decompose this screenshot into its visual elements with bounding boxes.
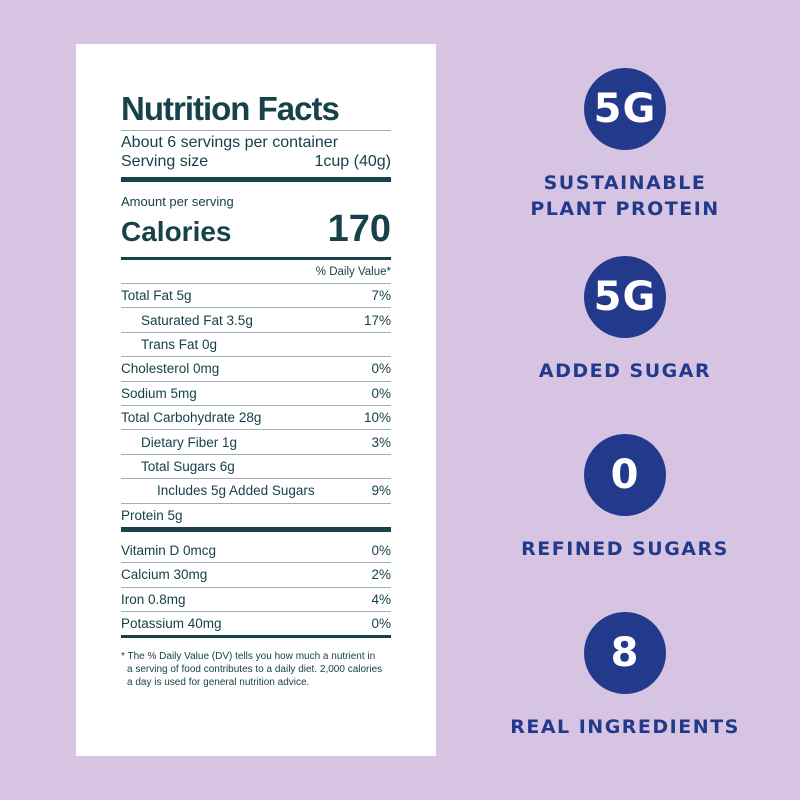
nutrient-label: Total Sugars 6g (141, 458, 235, 474)
footnote-line: a day is used for general nutrition advi… (127, 677, 310, 689)
badge-circle: 5G (584, 68, 666, 150)
badge-protein: 5G SUSTAINABLE PLANT PROTEIN (500, 68, 750, 222)
divider-thick (121, 526, 391, 532)
badge-label: REFINED SUGARS (500, 536, 750, 562)
badge-circle: 5G (584, 256, 666, 338)
vitamin-label: Vitamin D 0mcg (121, 542, 217, 558)
nutrient-label: Trans Fat 0g (141, 336, 218, 352)
nutrient-row: Saturated Fat 3.5g 17% (121, 307, 391, 331)
nutrient-dv: 0% (371, 385, 391, 401)
nutrient-label: Dietary Fiber 1g (141, 434, 238, 450)
vitamin-dv: 2% (371, 567, 391, 583)
footnote-line: * The % Daily Value (DV) tells you how m… (121, 651, 376, 663)
daily-value-header: % Daily Value* (315, 266, 391, 278)
servings-per-container-text: About 6 servings per container (121, 134, 339, 151)
nutrient-row: Total Sugars 6g (121, 453, 391, 478)
vitamin-row: Iron 0.8mg 4% (121, 586, 391, 611)
divider (121, 130, 391, 131)
badge-label: REAL INGREDIENTS (500, 714, 750, 740)
badge-label: ADDED SUGAR (500, 358, 750, 384)
divider-thick (121, 177, 391, 182)
vitamin-label: Iron 0.8mg (121, 591, 186, 607)
nutrient-row: Cholesterol 0mg 0% (121, 356, 391, 380)
nutrient-row: Protein 5g (121, 502, 391, 527)
badge-refined-sugars: 0 REFINED SUGARS (500, 434, 750, 562)
calories-label: Calories (121, 216, 232, 247)
vitamin-dv: 0% (371, 542, 391, 558)
vitamin-label: Potassium 40mg (121, 616, 222, 632)
nutrient-row: Sodium 5mg 0% (121, 380, 391, 405)
nutrient-dv: 3% (371, 434, 391, 450)
nutrient-row: Includes 5g Added Sugars 9% (121, 478, 391, 502)
nutrient-row: Total Carbohydrate 28g 10% (121, 404, 391, 429)
vitamin-row: Potassium 40mg 0% (121, 611, 391, 635)
vitamin-dv: 0% (371, 616, 391, 632)
serving-size-row: Serving size 1cup (40g) (121, 152, 391, 177)
vitamin-list: Vitamin D 0mcg 0% Calcium 30mg 2% Iron 0… (121, 538, 391, 636)
daily-value-footnote: * The % Daily Value (DV) tells you how m… (121, 650, 391, 689)
nutrition-facts: Nutrition Facts About 6 servings per con… (121, 90, 391, 689)
badge-circle: 8 (584, 612, 666, 694)
nutrient-label: Protein 5g (121, 507, 183, 523)
calories-value: 170 (327, 208, 391, 250)
calories-row: Calories 170 (121, 208, 391, 257)
badge-label: SUSTAINABLE PLANT PROTEIN (500, 170, 750, 222)
badge-label-line: ADDED SUGAR (538, 360, 712, 382)
nutrient-row: Total Fat 5g 7% (121, 283, 391, 307)
serving-size-value: 1cup (40g) (314, 153, 392, 170)
nutrient-row: Dietary Fiber 1g 3% (121, 429, 391, 453)
servings-per-container: About 6 servings per container (121, 131, 391, 152)
serving-size-label: Serving size (121, 153, 209, 170)
badge-label-line: PLANT PROTEIN (530, 198, 720, 220)
nutrient-row: Trans Fat 0g (121, 331, 391, 356)
nutrient-dv: 10% (363, 410, 391, 426)
vitamin-row: Vitamin D 0mcg 0% (121, 538, 391, 562)
badge-added-sugar: 5G ADDED SUGAR (500, 256, 750, 384)
vitamin-dv: 4% (371, 591, 391, 607)
divider-medium (121, 635, 391, 639)
nutrient-dv: 9% (371, 483, 391, 499)
vitamin-row: Calcium 30mg 2% (121, 562, 391, 586)
nutrient-label: Total Fat 5g (121, 288, 192, 304)
divider-medium (121, 257, 391, 260)
nutrient-list: Total Fat 5g 7% Saturated Fat 3.5g 17% T… (121, 283, 391, 527)
vitamin-label: Calcium 30mg (121, 567, 208, 583)
nutrient-dv: 17% (363, 312, 391, 328)
badge-circle: 0 (584, 434, 666, 516)
badge-label-line: SUSTAINABLE (543, 172, 707, 194)
nutrient-label: Includes 5g Added Sugars (157, 483, 315, 499)
nutrition-title: Nutrition Facts (121, 90, 340, 127)
amount-per-serving: Amount per serving (121, 194, 234, 209)
nutrient-dv: 7% (371, 288, 391, 304)
footnote-line: a serving of food contributes to a daily… (127, 664, 383, 676)
nutrient-dv: 0% (371, 361, 391, 377)
nutrition-label-panel: Nutrition Facts About 6 servings per con… (76, 44, 436, 756)
nutrient-label: Saturated Fat 3.5g (141, 312, 253, 328)
nutrient-label: Sodium 5mg (121, 385, 197, 401)
badge-label-line: REAL INGREDIENTS (510, 716, 740, 738)
badge-label-line: REFINED SUGARS (521, 538, 729, 560)
nutrient-label: Cholesterol 0mg (121, 361, 220, 377)
nutrient-label: Total Carbohydrate 28g (121, 410, 262, 426)
badge-ingredients: 8 REAL INGREDIENTS (500, 612, 750, 740)
